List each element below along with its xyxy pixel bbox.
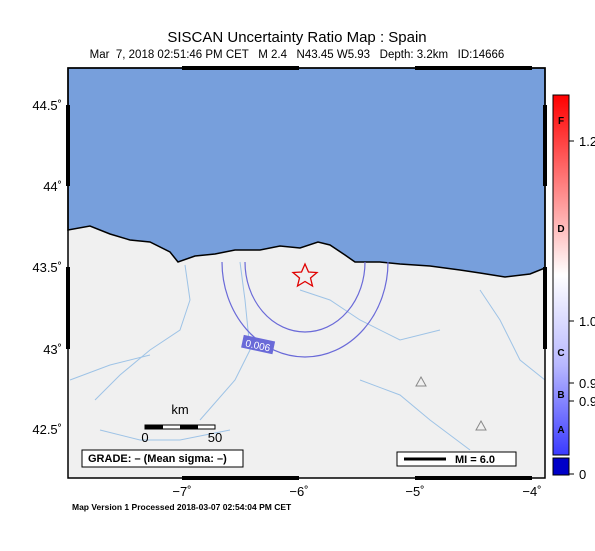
station <box>475 419 487 431</box>
mi-text: MI = 6.0 <box>455 454 495 466</box>
lon-labels: −7˚ −6˚ −5˚ −4˚ <box>172 484 541 499</box>
scale-label: 0 <box>141 430 148 445</box>
footer: Map Version 1 Processed 2018-03-07 02:54… <box>72 502 292 512</box>
mi-box <box>396 451 517 467</box>
colorbar-ramp <box>552 94 570 456</box>
grade-box <box>81 449 244 468</box>
subtitle: Mar 7, 2018 02:51:46 PM CET M 2.4 N43.45… <box>90 49 505 61</box>
scale-label: 50 <box>208 430 222 445</box>
grade-letter: B <box>557 390 564 401</box>
colorbar-tick: 0 <box>579 467 586 482</box>
contour-label: 0.006 <box>244 338 271 354</box>
map: 0.006 km 0 50 GRADE: – (Mean sigma: –) M… <box>66 66 547 480</box>
grade-letter: D <box>557 224 564 235</box>
lat-label: 43˚ <box>43 342 62 357</box>
lat-label: 44.5˚ <box>32 98 62 113</box>
lat-label: 42.5˚ <box>32 422 62 437</box>
colorbar-tick: 0.9 <box>579 394 595 409</box>
lat-labels: 44.5˚ 44˚ 43.5˚ 43˚ 42.5˚ <box>32 98 62 437</box>
colorbar: F D C B A 1.2 1.0 0.9 0.9 0 <box>552 94 595 482</box>
lon-label: −4˚ <box>522 484 541 499</box>
rivers <box>69 261 546 451</box>
contours <box>221 261 389 358</box>
contour-tag: 0.006 <box>241 334 276 355</box>
colorbar-tick: 0.9 <box>579 376 595 391</box>
epicenter <box>291 262 319 288</box>
station <box>415 375 427 387</box>
grade-text: GRADE: – (Mean sigma: –) <box>88 453 227 465</box>
scale-bar: km 0 50 <box>141 402 222 445</box>
grade-letter: F <box>558 116 564 127</box>
colorbar-tick: 1.2 <box>579 134 595 149</box>
scale-unit: km <box>171 402 188 417</box>
grade-letter: A <box>557 425 564 436</box>
colorbar-min <box>552 457 570 476</box>
lon-label: −5˚ <box>405 484 424 499</box>
lon-label: −7˚ <box>172 484 191 499</box>
lat-label: 44˚ <box>43 179 62 194</box>
sea <box>67 67 546 278</box>
title: SISCAN Uncertainty Ratio Map : Spain <box>167 29 426 46</box>
grade-letter: C <box>557 348 564 359</box>
colorbar-tick: 1.0 <box>579 314 595 329</box>
frame-ticks <box>66 66 547 480</box>
lon-label: −6˚ <box>289 484 308 499</box>
lat-label: 43.5˚ <box>32 260 62 275</box>
